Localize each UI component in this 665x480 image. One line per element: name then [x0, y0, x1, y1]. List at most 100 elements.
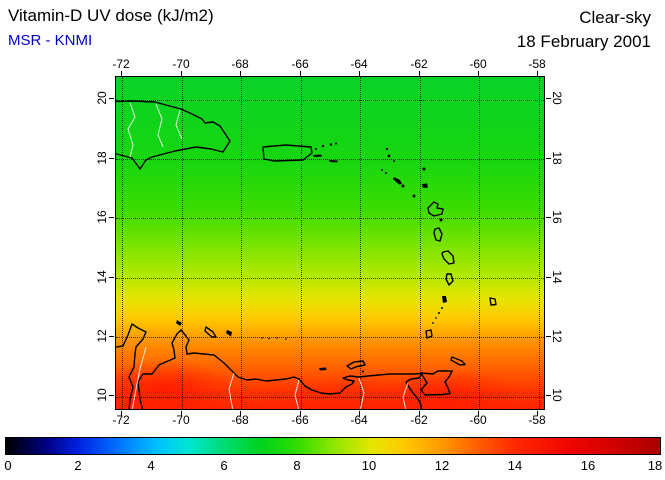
lat-label-right: 14 — [550, 270, 564, 284]
barbados-coastline — [489, 297, 497, 306]
tick-mark — [109, 217, 114, 218]
martinique-coastline — [441, 250, 455, 265]
grid-line — [419, 77, 421, 409]
colorbar-label: 6 — [220, 458, 228, 473]
lon-label-top: -68 — [231, 57, 249, 71]
tick-mark — [121, 411, 122, 416]
tick-mark — [109, 158, 114, 159]
tick-mark — [121, 71, 122, 76]
colorbar-label: 16 — [580, 458, 596, 473]
country-border-lines — [127, 102, 409, 409]
lat-label-left: 20 — [95, 91, 109, 105]
lat-label-right: 16 — [550, 210, 564, 224]
page-title: Vitamin-D UV dose (kJ/m2) — [8, 6, 214, 25]
tick-mark — [181, 411, 182, 416]
lon-label-bottom: -60 — [469, 413, 487, 427]
trinidad-coastline — [420, 370, 453, 396]
grid-line — [116, 218, 544, 219]
small-islands — [176, 142, 447, 373]
puerto-rico-coastline — [262, 144, 313, 162]
grid-line — [122, 77, 123, 409]
hispaniola-coastline — [116, 100, 231, 170]
lon-label-top: -72 — [112, 57, 130, 71]
colorbar-label: 10 — [361, 458, 377, 473]
coastlines-overlay — [116, 100, 497, 409]
lat-label-right: 12 — [550, 329, 564, 343]
lon-label-top: -70 — [172, 57, 190, 71]
tick-mark — [300, 71, 301, 76]
tick-mark — [109, 277, 114, 278]
colorbar-label: 18 — [647, 458, 663, 473]
lat-label-right: 18 — [550, 151, 564, 165]
lat-label-right: 10 — [550, 388, 564, 402]
tick-mark — [359, 411, 360, 416]
tick-mark — [419, 71, 420, 76]
tick-mark — [109, 336, 114, 337]
colorbar-label: 0 — [4, 458, 12, 473]
tick-mark — [300, 411, 301, 416]
lat-label-left: 14 — [95, 270, 109, 284]
grid-line — [241, 77, 242, 409]
dominica-coastline — [433, 227, 443, 242]
tick-mark — [240, 411, 241, 416]
lon-label-top: -60 — [469, 57, 487, 71]
st-lucia-coastline — [445, 273, 454, 286]
header-right: Clear-sky 18 February 2001 — [517, 6, 651, 54]
tick-mark — [478, 71, 479, 76]
grenada-coastline — [425, 329, 433, 339]
colorbar — [5, 437, 661, 455]
map-plot — [115, 76, 545, 410]
lat-label-right: 20 — [550, 91, 564, 105]
grid-line — [116, 337, 544, 338]
lon-label-bottom: -72 — [112, 413, 130, 427]
curacao-coastline — [204, 326, 217, 338]
lon-label-bottom: -58 — [528, 413, 546, 427]
tick-mark — [478, 411, 479, 416]
guadeloupe-coastline — [427, 201, 444, 217]
tick-mark — [181, 71, 182, 76]
colorbar-label: 12 — [434, 458, 450, 473]
lon-label-bottom: -70 — [172, 413, 190, 427]
tick-mark — [109, 98, 114, 99]
lon-label-top: -64 — [350, 57, 368, 71]
tick-mark — [546, 395, 551, 396]
lon-label-bottom: -64 — [350, 413, 368, 427]
grid-line — [479, 77, 480, 409]
colorbar-label: 2 — [74, 458, 82, 473]
tick-mark — [240, 71, 241, 76]
tick-mark — [546, 277, 551, 278]
tick-mark — [537, 71, 538, 76]
margarita-coastline — [346, 360, 366, 370]
colorbar-label: 4 — [147, 458, 155, 473]
lon-label-top: -62 — [410, 57, 428, 71]
grid-line — [116, 396, 544, 398]
lon-label-top: -66 — [291, 57, 309, 71]
date-label: 18 February 2001 — [516, 32, 651, 51]
tick-mark — [109, 395, 114, 396]
grid-line — [300, 77, 302, 409]
grid-line — [116, 99, 544, 101]
tick-mark — [359, 71, 360, 76]
lon-label-bottom: -68 — [231, 413, 249, 427]
data-source-label: MSR - KNMI — [8, 32, 93, 49]
lat-label-left: 18 — [95, 151, 109, 165]
tick-mark — [546, 217, 551, 218]
grid-line — [116, 277, 544, 279]
lat-label-left: 10 — [95, 388, 109, 402]
south-america-coastline-east — [137, 329, 423, 409]
lat-label-left: 16 — [95, 210, 109, 224]
colorbar-label: 8 — [293, 458, 301, 473]
sky-condition-label: Clear-sky — [579, 8, 651, 27]
tick-mark — [546, 98, 551, 99]
lon-label-top: -58 — [528, 57, 546, 71]
tick-mark — [419, 411, 420, 416]
tick-mark — [546, 336, 551, 337]
colorbar-label: 14 — [507, 458, 523, 473]
lon-label-bottom: -66 — [291, 413, 309, 427]
tick-mark — [537, 411, 538, 416]
tick-mark — [546, 158, 551, 159]
tobago-coastline — [450, 356, 466, 366]
grid-line — [538, 77, 540, 409]
lon-label-bottom: -62 — [410, 413, 428, 427]
